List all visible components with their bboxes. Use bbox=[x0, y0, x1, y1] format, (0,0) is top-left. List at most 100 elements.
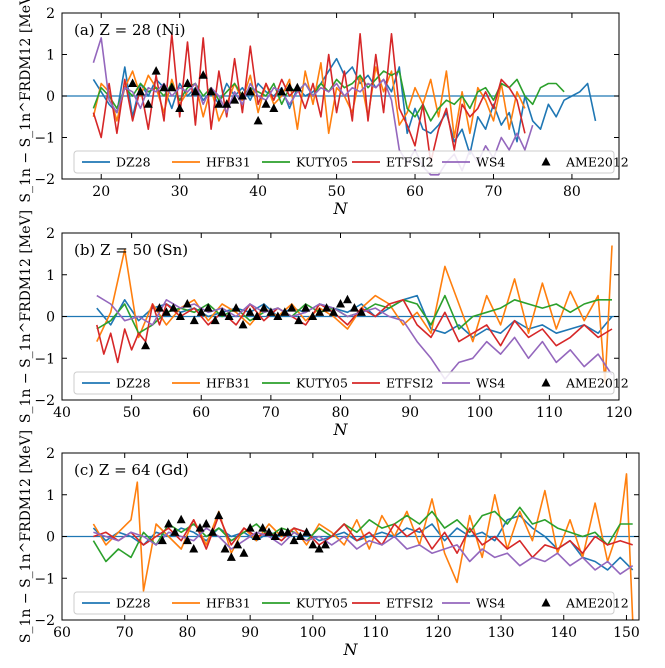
legend-label-kuty05: KUTY05 bbox=[296, 596, 348, 611]
ame2012-point bbox=[329, 307, 339, 316]
ame2012-point bbox=[195, 523, 205, 532]
ame2012-point bbox=[230, 95, 240, 104]
ame2012-point bbox=[196, 307, 206, 316]
y-tick-label: 1 bbox=[46, 488, 55, 504]
y-tick-label: −1 bbox=[34, 571, 55, 587]
ame2012-point bbox=[175, 311, 185, 320]
ame2012-point bbox=[151, 66, 161, 75]
series-line-hfb31 bbox=[92, 473, 634, 620]
ame2012-point bbox=[295, 531, 305, 540]
y-tick-label: 2 bbox=[46, 446, 55, 462]
x-tick-label: 70 bbox=[116, 625, 134, 641]
ame2012-point bbox=[201, 518, 211, 528]
y-tick-label: 1 bbox=[46, 268, 55, 284]
series-line-etfsi2 bbox=[92, 32, 526, 164]
ame2012-point bbox=[198, 70, 208, 79]
ame2012-point bbox=[342, 294, 352, 304]
legend-label-etfsi2: ETFSI2 bbox=[386, 155, 434, 170]
y-axis-label: S_1n − S_1n^FRDM12 [MeV] bbox=[18, 210, 34, 423]
ame2012-point bbox=[154, 303, 164, 312]
x-tick-label: 110 bbox=[536, 405, 563, 421]
x-tick-label: 20 bbox=[92, 184, 110, 200]
ame2012-point bbox=[135, 86, 145, 96]
x-tick-label: 80 bbox=[179, 625, 197, 641]
legend-label-dz28: DZ28 bbox=[116, 376, 151, 391]
ame2012-point bbox=[190, 86, 200, 96]
y-tick-label: −1 bbox=[34, 131, 55, 147]
ame2012-point bbox=[269, 103, 279, 112]
panel-b: 40 50 60 70 80 90 100 110 120 −2 −1 0 1 2 N S_1n − S_1n… bbox=[18, 210, 632, 439]
legend-swatch-ame2012 bbox=[541, 598, 551, 607]
legend-label-etfsi2: ETFSI2 bbox=[386, 376, 434, 391]
legend: DZ28 HFB31 KUTY05 ETFSI2 WS4 AME2012 bbox=[73, 150, 629, 174]
ame2012-point bbox=[214, 99, 224, 108]
ame2012-point bbox=[161, 307, 171, 316]
ame2012-point bbox=[292, 82, 302, 92]
x-tick-label: 60 bbox=[192, 405, 210, 421]
ame2012-point bbox=[159, 82, 169, 92]
ame2012-point bbox=[164, 518, 174, 528]
y-tick-label: −2 bbox=[34, 613, 55, 629]
x-tick-label: 40 bbox=[249, 184, 267, 200]
y-tick-label: 0 bbox=[46, 310, 55, 326]
ame2012-point bbox=[168, 303, 178, 312]
ame2012-point bbox=[222, 99, 232, 108]
ame2012-point bbox=[167, 82, 177, 92]
x-tick-label: 50 bbox=[123, 405, 141, 421]
ame2012-point bbox=[238, 319, 248, 329]
ame2012-point bbox=[141, 340, 151, 350]
x-axis-label: N bbox=[343, 640, 359, 659]
y-axis-label: S_1n − S_1n^FRDM12 [MeV] bbox=[18, 0, 34, 203]
ame2012-point bbox=[253, 115, 263, 125]
panel-a: 20 30 40 50 60 70 80 −2 −1 0 1 2 N S_1n − S_1n^FRDM12… bbox=[18, 0, 629, 218]
ame2012-point bbox=[128, 78, 138, 88]
y-tick-label: 1 bbox=[46, 48, 55, 64]
series-line-ws4 bbox=[93, 527, 634, 575]
y-tick-label: 2 bbox=[46, 6, 55, 22]
x-tick-label: 50 bbox=[328, 184, 346, 200]
ame2012-point bbox=[258, 523, 268, 532]
ame2012-point bbox=[356, 307, 366, 316]
legend-label-ame2012: AME2012 bbox=[565, 155, 629, 170]
legend-box bbox=[73, 371, 615, 395]
ame2012-point bbox=[170, 527, 180, 536]
x-tick-label: 90 bbox=[241, 625, 259, 641]
x-tick-label: 130 bbox=[488, 625, 515, 641]
x-tick-label: 140 bbox=[550, 625, 577, 641]
x-tick-label: 80 bbox=[563, 184, 581, 200]
ame2012-point bbox=[189, 544, 199, 553]
x-tick-label: 30 bbox=[171, 184, 189, 200]
ame2012-point bbox=[294, 315, 304, 325]
x-tick-label: 60 bbox=[406, 184, 424, 200]
ame2012-point bbox=[266, 307, 276, 316]
panel-title: (c) Z = 64 (Gd) bbox=[74, 461, 189, 479]
series-line-ws4 bbox=[96, 294, 613, 380]
x-tick-label: 120 bbox=[425, 625, 452, 641]
ame2012-point bbox=[261, 99, 271, 108]
ame2012-point bbox=[308, 539, 318, 549]
ame2012-point bbox=[301, 303, 311, 312]
x-tick-label: 40 bbox=[53, 405, 71, 421]
ame2012-point bbox=[217, 307, 227, 316]
ame2012-point bbox=[336, 298, 345, 308]
panel-title: (b) Z = 50 (Sn) bbox=[74, 241, 188, 259]
plot-area bbox=[92, 32, 597, 176]
x-tick-label: 90 bbox=[401, 405, 419, 421]
legend: DZ28 HFB31 KUTY05 ETFSI2 WS4 AME2012 bbox=[73, 591, 629, 615]
ame2012-point bbox=[314, 544, 324, 553]
legend-swatch-ame2012 bbox=[541, 157, 551, 166]
legend: DZ28 HFB31 KUTY05 ETFSI2 WS4 AME2012 bbox=[73, 371, 629, 395]
x-tick-label: 70 bbox=[485, 184, 503, 200]
ame2012-point bbox=[224, 311, 234, 320]
ame2012-point bbox=[245, 86, 255, 96]
ame2012-point bbox=[302, 527, 312, 536]
ame2012-point bbox=[285, 82, 295, 92]
ame2012-point bbox=[245, 307, 255, 316]
ame2012-point bbox=[252, 311, 262, 320]
y-tick-label: −2 bbox=[34, 393, 55, 409]
ame2012-point bbox=[308, 311, 318, 320]
ame2012-point bbox=[259, 303, 269, 312]
ame2012-point bbox=[283, 527, 293, 536]
x-axis-label: N bbox=[333, 420, 349, 439]
legend-label-hfb31: HFB31 bbox=[206, 155, 251, 170]
